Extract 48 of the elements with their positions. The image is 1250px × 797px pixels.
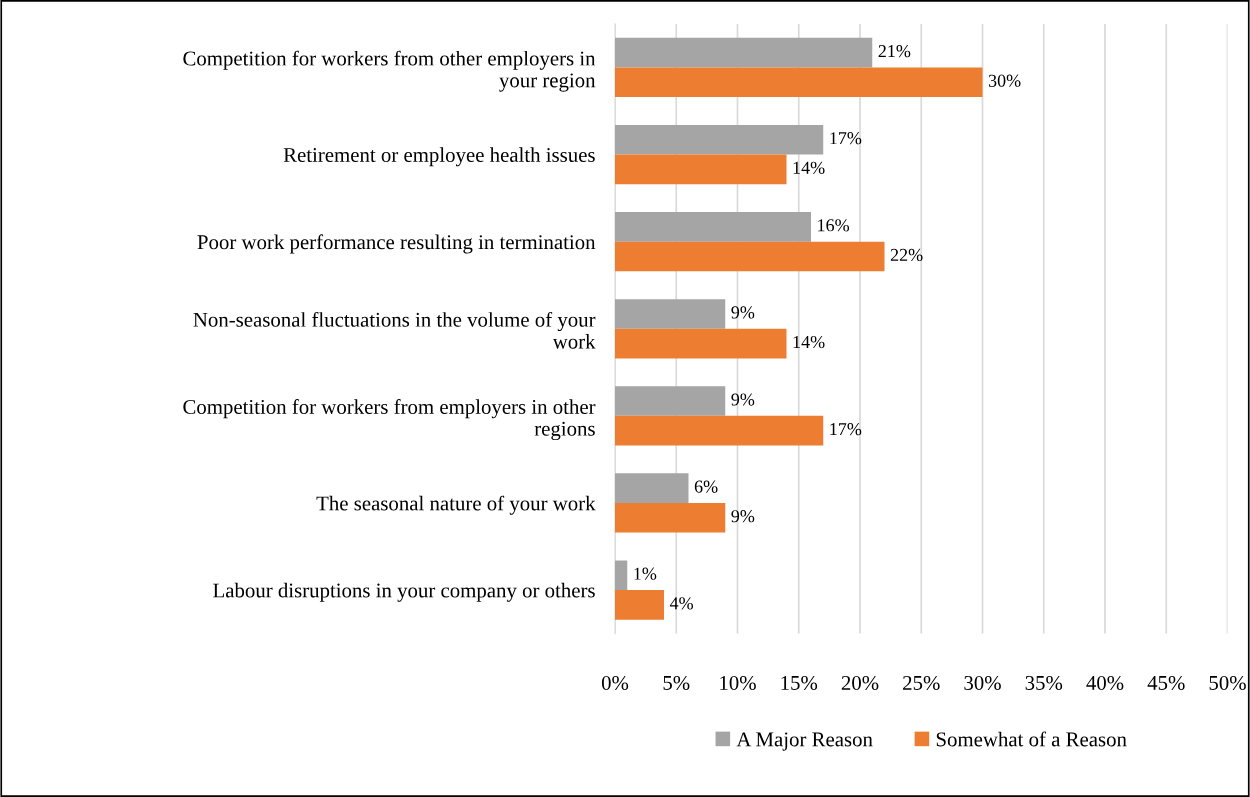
x-tick-label: 20% bbox=[841, 675, 879, 691]
x-tick-label: 5% bbox=[663, 675, 690, 691]
y-tick-label: Retirement or employee health issues bbox=[283, 147, 595, 167]
bar bbox=[615, 37, 873, 68]
x-tick-label: 45% bbox=[1147, 675, 1185, 691]
bar bbox=[615, 154, 787, 185]
bar bbox=[615, 502, 726, 533]
bar bbox=[615, 241, 885, 272]
data-label: 16% bbox=[818, 219, 850, 232]
bar bbox=[615, 212, 811, 242]
bar bbox=[615, 415, 824, 446]
x-tick-label: 50% bbox=[1209, 675, 1246, 691]
legend-label: Somewhat of a Reason bbox=[936, 731, 1127, 747]
data-label: 30% bbox=[988, 74, 1021, 87]
data-label: 17% bbox=[830, 423, 862, 436]
x-tick-label: 25% bbox=[903, 675, 940, 691]
data-label: 14% bbox=[793, 161, 825, 174]
data-label: 14% bbox=[793, 335, 825, 349]
data-label: 9% bbox=[731, 510, 755, 523]
bar bbox=[615, 67, 983, 98]
bar bbox=[615, 124, 824, 155]
data-label: 1% bbox=[634, 567, 657, 580]
bar bbox=[615, 299, 726, 329]
data-label: 9% bbox=[731, 393, 755, 406]
y-tick-label: Competition for workers from other employers in your region bbox=[183, 50, 596, 92]
y-tick-label: Competition for workers from employers in other regions bbox=[183, 399, 596, 441]
data-label: 17% bbox=[830, 132, 862, 145]
bar bbox=[615, 328, 787, 359]
x-tick-label: 30% bbox=[964, 675, 1001, 691]
x-tick-label: 10% bbox=[720, 675, 756, 691]
y-tick-label: Poor work performance resulting in termination bbox=[197, 234, 596, 254]
x-tick-label: 35% bbox=[1025, 675, 1063, 691]
x-tick-label: 0% bbox=[601, 675, 629, 691]
bar bbox=[615, 560, 628, 591]
bar bbox=[615, 590, 664, 620]
data-label: 4% bbox=[669, 597, 694, 610]
bar bbox=[615, 473, 689, 503]
y-tick-label: Non-seasonal fluctuations in the volume of your work bbox=[193, 311, 596, 349]
data-label: 6% bbox=[694, 480, 718, 493]
data-label: 21% bbox=[878, 44, 911, 58]
legend-label: A Major Reason bbox=[736, 732, 873, 751]
bar bbox=[615, 386, 726, 416]
data-label: 22% bbox=[890, 248, 923, 262]
y-tick-label: Labour disruptions in your company or others bbox=[213, 582, 595, 602]
x-tick-label: 40% bbox=[1086, 675, 1124, 691]
y-tick-label: The seasonal nature of your work bbox=[316, 495, 596, 515]
data-label: 9% bbox=[731, 306, 755, 319]
x-tick-label: 15% bbox=[781, 675, 818, 691]
